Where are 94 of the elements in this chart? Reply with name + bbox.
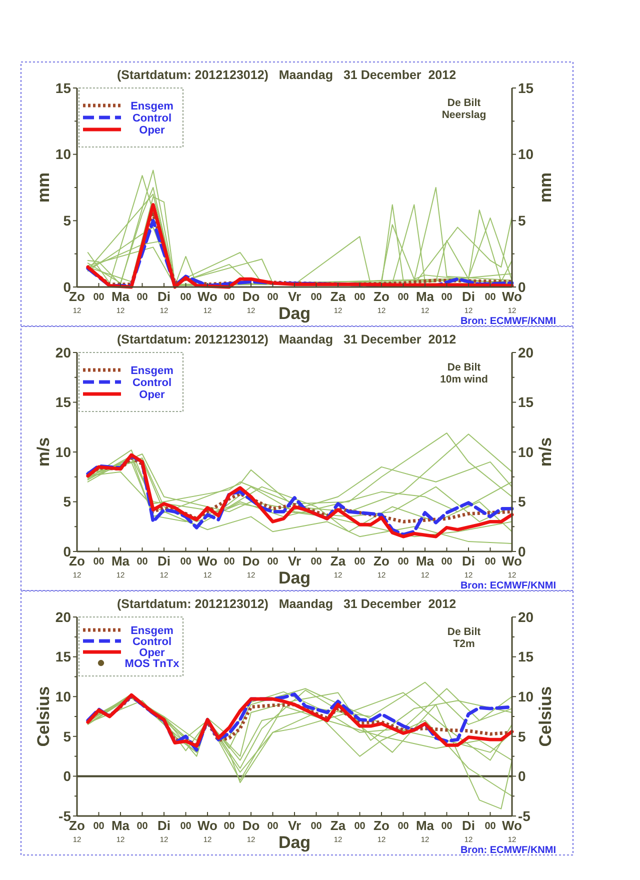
text: Bron: ECMWF/KNMI — [460, 316, 556, 327]
legend-label: Ensgem — [130, 364, 174, 377]
x-tick-label: 00 — [354, 292, 366, 303]
y-tick-label: 10 — [55, 146, 72, 162]
y2-tick-label: 0 — [518, 768, 526, 784]
y2-tick-label: -5 — [518, 808, 531, 824]
x-tick-label: 00 — [310, 821, 322, 832]
x-tick-label: 00 — [136, 292, 148, 303]
y-tick-label: 5 — [63, 728, 72, 744]
y-tick-label: 5 — [63, 212, 72, 229]
y-tick-label: 15 — [55, 648, 72, 665]
x-axis-title: Dag — [278, 304, 311, 323]
x-tick-label: 00 — [224, 556, 236, 568]
annotation: De Bilt — [447, 362, 482, 374]
x-tick-label: 00 — [441, 292, 453, 303]
x-tick-label: 00 — [398, 292, 410, 303]
x-tick-label: 00 — [267, 821, 279, 832]
x-tick-label: 00 — [93, 556, 105, 568]
x-tick-label: 00 — [180, 556, 192, 568]
x-tick-label: 00 — [310, 556, 322, 568]
y-tick-label: -5 — [58, 808, 72, 824]
x-tick-label: 00 — [354, 556, 366, 568]
x-tick-label: 00 — [441, 821, 453, 832]
y2-tick-label: 15 — [518, 80, 534, 96]
annotation: Neerslag — [442, 109, 486, 121]
legend-label: Ensgem — [130, 624, 174, 637]
legend-label: Control — [132, 376, 172, 389]
y-tick-label: 15 — [55, 80, 72, 96]
annotation: De Bilt — [447, 97, 482, 109]
x-tick-label: 00 — [180, 821, 192, 832]
x-tick-label: 00 — [267, 292, 279, 303]
y2-tick-label: 10 — [518, 444, 534, 460]
x-tick-label: 00 — [93, 821, 105, 832]
x-tick-label: 00 — [484, 556, 496, 568]
y2-axis-title: m/s — [536, 437, 555, 467]
y-tick-label: 15 — [55, 394, 72, 410]
legend-label: Oper — [139, 124, 166, 136]
x-tick-label: 00 — [136, 556, 148, 568]
y-axis-title: Celsius — [34, 686, 53, 747]
x-tick-label: 00 — [224, 821, 236, 832]
x-tick-label: 00 — [484, 821, 496, 832]
legend-label: Ensgem — [130, 100, 174, 112]
legend-label: Control — [132, 112, 172, 124]
x-tick-label: 00 — [398, 556, 410, 568]
y-tick-label: 0 — [63, 543, 72, 560]
y-tick-label: 20 — [55, 344, 72, 360]
y-tick-label: 0 — [63, 278, 72, 295]
chart-title: (Startdatum: 2012123012) Maandag 31 December 2012 — [116, 597, 456, 611]
annotation: De Bilt — [447, 626, 482, 638]
legend-label: Oper — [139, 646, 166, 659]
y2-tick-label: 5 — [518, 494, 526, 510]
x-axis-title: Dag — [278, 833, 311, 852]
y2-tick-label: 0 — [518, 543, 526, 560]
x-tick-label: 00 — [354, 821, 366, 832]
y-tick-label: 5 — [63, 494, 72, 510]
chart-title: (Startdatum: 2012123012) Maandag 31 December 2012 — [116, 332, 456, 346]
y2-tick-label: 10 — [518, 688, 534, 704]
y-tick-label: 0 — [63, 768, 72, 784]
y-tick-label: 10 — [55, 444, 72, 460]
y2-tick-label: 20 — [518, 608, 534, 625]
legend-label: Oper — [139, 388, 166, 401]
y-axis-title: m/s — [34, 437, 53, 467]
y2-tick-label: 20 — [518, 344, 534, 360]
x-axis-title: Dag — [278, 568, 311, 588]
y-tick-label: 20 — [55, 608, 72, 625]
annotation: 10m wind — [440, 374, 488, 386]
y2-tick-label: 5 — [518, 728, 526, 744]
x-tick-label: 00 — [310, 292, 322, 303]
y2-tick-label: 15 — [518, 394, 534, 410]
x-tick-label: Vr — [288, 289, 302, 304]
x-tick-label: 00 — [398, 821, 410, 832]
y2-tick-label: 5 — [518, 212, 526, 229]
y2-tick-label: 15 — [518, 648, 534, 665]
legend-label: Control — [132, 636, 172, 648]
x-tick-label: Vr — [288, 818, 302, 833]
text: Bron: ECMWF/KNMI — [460, 845, 556, 856]
y2-tick-label: 10 — [518, 146, 534, 162]
text: Bron: ECMWF/KNMI — [460, 580, 556, 592]
legend-label: MOS TnTx — [124, 658, 180, 670]
x-tick-label: 00 — [136, 821, 148, 832]
x-tick-label: Vr — [288, 554, 302, 568]
x-tick-label: 00 — [224, 292, 236, 303]
y2-axis-title: mm — [536, 172, 555, 203]
y2-axis-title: Celsius — [536, 686, 555, 747]
x-tick-label: 00 — [267, 556, 279, 568]
y-axis-title: mm — [34, 172, 53, 203]
y2-tick-label: 0 — [518, 278, 526, 295]
x-tick-label: 00 — [441, 556, 453, 568]
y-tick-label: 10 — [55, 688, 72, 704]
x-tick-label: 00 — [93, 292, 105, 303]
annotation: T2m — [453, 638, 475, 650]
chart-title: (Startdatum: 2012123012) Maandag 31 December 2012 — [116, 68, 456, 82]
x-tick-label: 00 — [180, 292, 192, 303]
x-tick-label: 00 — [484, 292, 496, 303]
